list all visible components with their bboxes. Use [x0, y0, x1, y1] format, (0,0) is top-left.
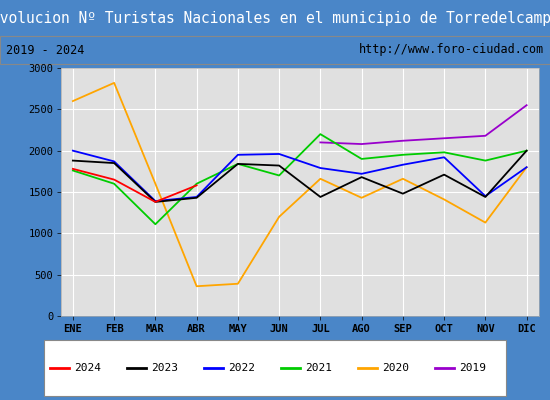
Text: http://www.foro-ciudad.com: http://www.foro-ciudad.com [359, 44, 544, 56]
Text: 2019 - 2024: 2019 - 2024 [6, 44, 84, 56]
Text: 2023: 2023 [151, 363, 178, 373]
Text: 2020: 2020 [382, 363, 409, 373]
Text: 2024: 2024 [74, 363, 101, 373]
Text: 2021: 2021 [305, 363, 332, 373]
Text: Evolucion Nº Turistas Nacionales en el municipio de Torredelcampo: Evolucion Nº Turistas Nacionales en el m… [0, 10, 550, 26]
Text: 2019: 2019 [459, 363, 486, 373]
Text: 2022: 2022 [228, 363, 255, 373]
